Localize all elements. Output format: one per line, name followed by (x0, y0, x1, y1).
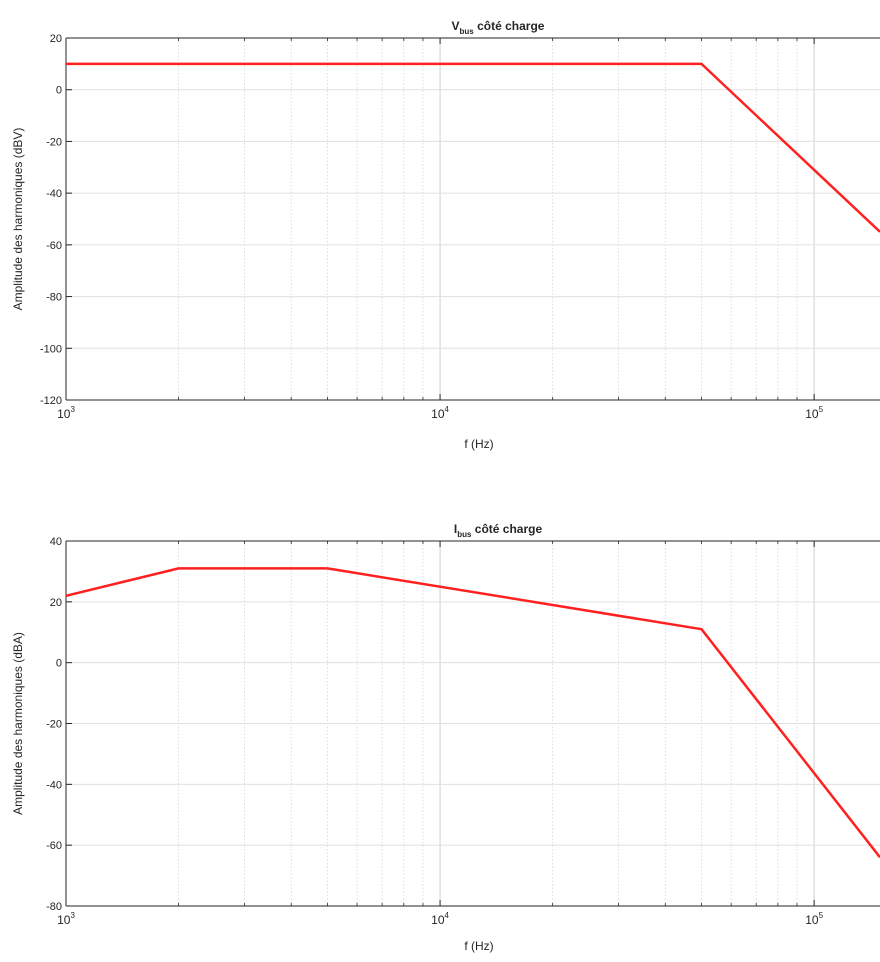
chart1-y-tick-label: -20 (46, 136, 62, 148)
chart1-y-tick-label: -100 (40, 343, 62, 355)
chart1-y-tick-label: 0 (56, 85, 62, 97)
chart2-y-tick-label: 20 (50, 597, 62, 609)
chart2-x-tick-label: 105 (805, 911, 823, 927)
chart2-title: Ibus côté charge (454, 522, 543, 539)
chart1: 103 104 105 -120 -100 -80 -60 -40 -20 0 20 Vbus côt… (11, 19, 880, 451)
chart1-y-axis-label: Amplitude des harmoniques (dBV) (11, 128, 25, 311)
chart1-y-tick-label: -60 (46, 240, 62, 252)
chart1-x-tick-label: 104 (431, 405, 449, 421)
chart1-y-tick-label: -40 (46, 188, 62, 200)
chart2-series-line (65, 567, 880, 859)
chart2-y-tick-label: -60 (46, 840, 62, 852)
chart2-y-tick-label: 0 (56, 658, 62, 670)
chart1-x-tick-label: 103 (57, 405, 75, 421)
chart1-y-tick-label: 20 (50, 33, 62, 45)
chart2: 103 104 105 -80 -60 -40 -20 0 20 40 Ibus côté char… (11, 522, 880, 953)
chart2-y-tick-label: -40 (46, 779, 62, 791)
chart1-plot-area (66, 38, 880, 400)
chart2-x-axis-label: f (Hz) (464, 939, 493, 953)
chart2-y-tick-label: -20 (46, 719, 62, 731)
chart1-title: Vbus côté charge (452, 19, 545, 36)
chart1-series-line (66, 62, 880, 233)
chart1-x-tick-label: 105 (805, 405, 823, 421)
chart1-y-tick-label: -80 (46, 292, 62, 304)
chart1-y-tick-label: -120 (40, 395, 62, 407)
chart2-x-tick-label: 104 (431, 911, 449, 927)
chart1-x-axis-label: f (Hz) (464, 437, 493, 451)
chart2-y-tick-label: 40 (50, 536, 62, 548)
chart2-x-tick-label: 103 (57, 911, 75, 927)
chart2-y-tick-label: -80 (46, 901, 62, 913)
chart2-y-axis-label: Amplitude des harmoniques (dBA) (11, 632, 25, 815)
